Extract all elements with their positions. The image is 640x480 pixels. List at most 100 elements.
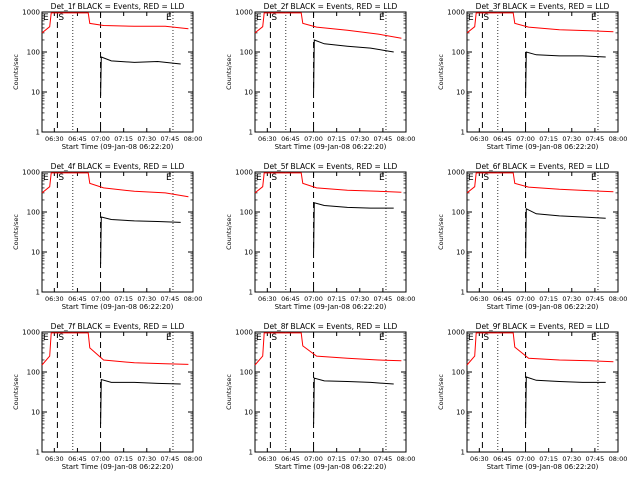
marker-label-s: S (58, 333, 64, 343)
chart-title: Det_5f BLACK = Events, RED = LLD (264, 162, 398, 171)
x-tick-label: 07:30 (350, 295, 369, 303)
x-tick-label: 06:45 (493, 295, 512, 303)
series-line-events (313, 377, 394, 425)
y-tick-label: 100 (452, 369, 465, 377)
chart-panel-1: Det_1f BLACK = Events, RED = LLD 1 10 100 10… (12, 2, 202, 151)
x-tick-label: 07:15 (539, 135, 558, 143)
x-tick-label: 07:30 (350, 135, 369, 143)
chart-title: Det_8f BLACK = Events, RED = LLD (264, 322, 398, 331)
x-axis-label: Start Time (09-Jan-08 06:22:20) (62, 303, 174, 311)
y-tick-label: 1 (461, 289, 465, 297)
x-tick-label: 06:30 (470, 135, 489, 143)
plot-frame (41, 171, 194, 293)
x-tick-label: 06:30 (45, 135, 64, 143)
y-axis-label: Counts/sec (437, 54, 445, 90)
series-line-events (525, 51, 606, 96)
x-tick-label: 06:45 (68, 295, 87, 303)
marker-label-e-end: E (591, 333, 597, 343)
x-tick-label: 07:00 (91, 295, 110, 303)
series-line-lld (41, 332, 189, 366)
chart-panel-2: Det_2f BLACK = Events, RED = LLD 1 10 100 10… (225, 2, 415, 151)
series-line-events (525, 207, 606, 259)
y-tick-label: 1000 (235, 329, 253, 337)
series-line-lld (466, 12, 614, 34)
x-tick-label: 06:30 (258, 135, 277, 143)
y-tick-label: 100 (452, 209, 465, 217)
x-tick-label: 07:30 (137, 135, 156, 143)
x-tick-label: 07:45 (586, 135, 605, 143)
x-tick-label: 07:00 (516, 455, 535, 463)
marker-label-e-start: E (256, 333, 262, 343)
series-line-lld (41, 172, 189, 198)
chart-panel-5: Det_5f BLACK = Events, RED = LLD 1 10 100 10… (225, 162, 415, 311)
x-axis-label: Start Time (09-Jan-08 06:22:20) (487, 303, 599, 311)
series-line-events (100, 56, 181, 96)
y-tick-label: 1000 (447, 329, 465, 337)
y-tick-label: 10 (31, 249, 40, 257)
y-tick-label: 1 (36, 129, 40, 137)
plot-frame (41, 331, 194, 453)
x-tick-label: 07:30 (562, 455, 581, 463)
plot-frame (466, 11, 619, 133)
x-tick-label: 07:45 (374, 455, 393, 463)
marker-label-s: S (58, 13, 64, 23)
series-line-lld (254, 12, 402, 39)
x-tick-label: 06:30 (45, 295, 64, 303)
marker-label-e-end: E (379, 173, 385, 183)
marker-label-s: S (271, 13, 277, 23)
y-axis-label: Counts/sec (225, 54, 233, 90)
x-tick-label: 07:00 (516, 295, 535, 303)
marker-label-s: S (483, 13, 489, 23)
marker-label-s: S (271, 333, 277, 343)
chart-panel-9: Det_9f BLACK = Events, RED = LLD 1 10 100 10… (437, 322, 627, 471)
marker-label-e-end: E (379, 333, 385, 343)
y-axis-label: Counts/sec (12, 374, 20, 410)
chart-panel-8: Det_8f BLACK = Events, RED = LLD 1 10 100 10… (225, 322, 415, 471)
y-tick-label: 1000 (22, 9, 40, 17)
y-tick-label: 100 (452, 49, 465, 57)
marker-label-e-end: E (379, 13, 385, 23)
marker-label-e-end: E (591, 173, 597, 183)
x-tick-label: 07:15 (327, 455, 346, 463)
plot-frame (254, 11, 407, 133)
y-tick-label: 1000 (235, 9, 253, 17)
y-axis-label: Counts/sec (437, 374, 445, 410)
x-tick-label: 07:15 (327, 135, 346, 143)
marker-label-e-start: E (43, 13, 49, 23)
chart-title: Det_2f BLACK = Events, RED = LLD (264, 2, 398, 11)
marker-label-e-start: E (468, 333, 474, 343)
x-tick-label: 08:00 (184, 455, 203, 463)
plot-frame (254, 171, 407, 293)
series-line-events (100, 378, 181, 425)
x-tick-label: 06:45 (281, 295, 300, 303)
x-axis-label: Start Time (09-Jan-08 06:22:20) (62, 463, 174, 471)
x-tick-label: 06:45 (493, 455, 512, 463)
x-tick-label: 07:30 (137, 295, 156, 303)
y-tick-label: 1 (461, 449, 465, 457)
y-axis-label: Counts/sec (225, 374, 233, 410)
x-tick-label: 06:45 (281, 455, 300, 463)
series-line-lld (254, 332, 402, 366)
x-tick-label: 07:15 (114, 455, 133, 463)
y-tick-label: 10 (31, 89, 40, 97)
x-tick-label: 07:45 (586, 295, 605, 303)
plot-frame (41, 11, 194, 133)
y-tick-label: 1000 (447, 169, 465, 177)
x-axis-label: Start Time (09-Jan-08 06:22:20) (487, 463, 599, 471)
y-axis-label: Counts/sec (437, 214, 445, 250)
y-tick-label: 10 (31, 409, 40, 417)
x-tick-label: 07:00 (91, 455, 110, 463)
x-tick-label: 08:00 (184, 295, 203, 303)
x-axis-label: Start Time (09-Jan-08 06:22:20) (487, 143, 599, 151)
chart-title: Det_6f BLACK = Events, RED = LLD (476, 162, 610, 171)
marker-label-s: S (483, 333, 489, 343)
x-tick-label: 07:00 (516, 135, 535, 143)
y-tick-label: 1 (36, 289, 40, 297)
x-tick-label: 07:00 (304, 295, 323, 303)
marker-label-e-end: E (591, 13, 597, 23)
plot-frame (466, 171, 619, 293)
x-tick-label: 07:45 (161, 455, 180, 463)
x-tick-label: 07:15 (539, 295, 558, 303)
y-tick-label: 10 (456, 89, 465, 97)
